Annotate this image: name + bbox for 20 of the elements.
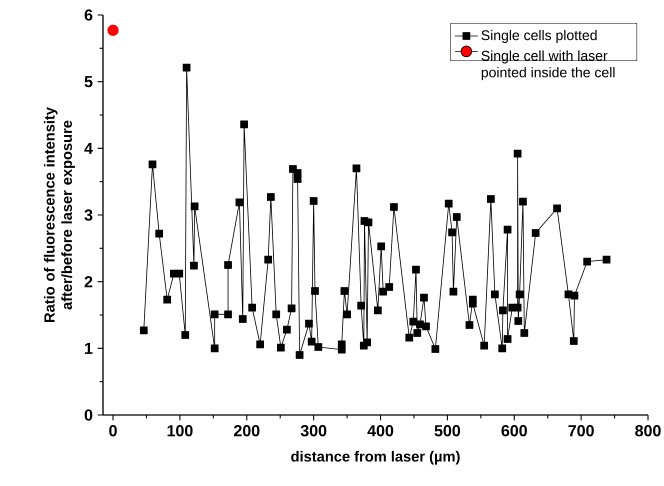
legend-label: Single cells plotted <box>481 30 597 43</box>
x-tick-label: 400 <box>367 425 394 436</box>
x-tick-label: 700 <box>568 425 594 436</box>
x-tick-label: 500 <box>434 425 460 436</box>
y-tick-label: 2 <box>84 276 92 288</box>
y-tick-label: 0 <box>84 409 92 421</box>
legend-label: Single cell with laser pointed inside the cell <box>481 50 615 80</box>
y-tick-label: 6 <box>84 9 92 21</box>
y-tick-label: 3 <box>84 209 92 221</box>
y-tick-label: 4 <box>84 142 93 154</box>
x-axis-title: distance from laser (µm) <box>291 450 460 465</box>
y-axis-title: Ratio of fluorescence intensity after/before laser exposure <box>44 107 75 322</box>
x-tick-label: 200 <box>234 425 260 436</box>
x-tick-label: 100 <box>168 425 193 436</box>
x-tick-label: 800 <box>635 425 661 436</box>
y-tick-label: 1 <box>85 342 93 354</box>
y-tick-label: 5 <box>84 76 93 88</box>
x-tick-label: 300 <box>300 425 326 436</box>
x-tick-label: 600 <box>502 425 527 436</box>
x-tick-label: 0 <box>109 425 117 436</box>
